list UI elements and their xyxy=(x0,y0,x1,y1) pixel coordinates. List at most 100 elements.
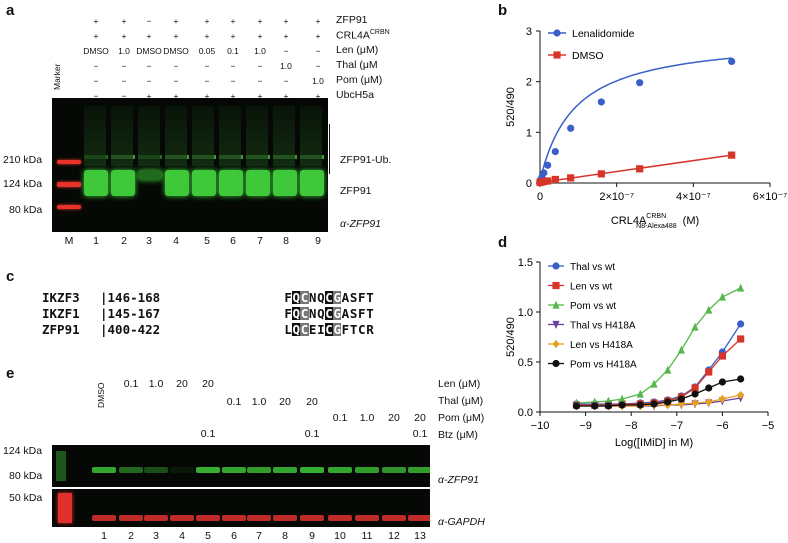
a-cond-cell: + xyxy=(204,91,210,101)
residue: C xyxy=(324,322,334,337)
a-lane-label: 4 xyxy=(173,235,179,247)
e-lane-label: 5 xyxy=(205,530,211,542)
residue: L xyxy=(284,322,292,337)
d-point xyxy=(737,283,745,292)
a-lane-label: 3 xyxy=(146,235,152,247)
e-thal-val: 20 xyxy=(279,396,291,408)
panel-b-label: b xyxy=(498,2,508,19)
a-cond-cell: − xyxy=(121,61,127,71)
a-cond-cell: DMSO xyxy=(163,46,189,56)
a-cond-cell: − xyxy=(257,76,263,86)
a-cond-cell: − xyxy=(230,76,236,86)
residue: F xyxy=(358,306,366,321)
chart-b: 0 1 2 3 0 2×10⁻⁷ 4×10⁻⁷ 6×10⁻⁷ 520/490 CRL4ACRBN N… xyxy=(505,26,787,230)
d-point xyxy=(664,398,672,406)
a-cond-cell: − xyxy=(93,76,99,86)
residue: F xyxy=(341,322,350,337)
panel-a-label: a xyxy=(6,2,15,19)
e-row-label: Pom (μM) xyxy=(438,412,485,424)
e-btz-val: 0.1 xyxy=(412,428,428,440)
a-cond-cell: − xyxy=(204,61,210,71)
d-point xyxy=(618,394,626,403)
a-cond-cell: + xyxy=(257,16,263,26)
d-point xyxy=(677,395,685,403)
residue: F xyxy=(358,290,366,305)
e-lane-label: 6 xyxy=(231,530,237,542)
e-thal-val: 0.1 xyxy=(226,396,242,408)
e-lane-label: 13 xyxy=(414,530,426,542)
a-cond-cell: + xyxy=(146,91,152,101)
d-point xyxy=(572,402,581,410)
a-cond-cell: − xyxy=(173,76,179,86)
b-point xyxy=(636,165,644,173)
b-point xyxy=(544,177,552,185)
residue: C xyxy=(324,290,334,305)
b-y-tick-label: 0 xyxy=(526,178,532,190)
a-cond-cell: 1.0 xyxy=(312,76,324,86)
a-lane-label: 1 xyxy=(93,235,99,247)
e-thal-val: 20 xyxy=(306,396,318,408)
d-legend-marker xyxy=(552,262,560,270)
a-cond-cell: + xyxy=(315,91,321,101)
seq-residues: LQCEICGFTCR xyxy=(284,322,374,337)
b-y-tick-label: 3 xyxy=(526,26,532,38)
a-row-label: Len (μM) xyxy=(336,44,379,56)
b-x-tick-label: 2×10⁻⁷ xyxy=(599,191,634,203)
d-point xyxy=(737,390,745,400)
d-point xyxy=(718,352,726,360)
e-len-val: 20 xyxy=(202,378,214,390)
a-cond-cell: − xyxy=(315,46,321,56)
d-point xyxy=(591,402,599,410)
d-legend-marker xyxy=(552,339,560,349)
a-cond-cell: + xyxy=(315,31,321,41)
residue: S xyxy=(349,306,358,321)
zfp91-ub-label: ZFP91-Ub. xyxy=(340,154,392,166)
d-series-line xyxy=(576,287,741,404)
b-fit-lenalidomide xyxy=(539,57,732,181)
d-legend-marker xyxy=(552,320,560,329)
a-cond-cell: + xyxy=(93,16,99,26)
b-point xyxy=(544,161,552,169)
a-row-label: ZFP91 xyxy=(336,14,368,26)
b-y-tick-label: 1 xyxy=(526,127,532,139)
a-cond-cell: − xyxy=(173,61,179,71)
residue: G xyxy=(333,290,342,305)
a-cond-cell: − xyxy=(146,76,152,86)
d-x-tick-label: −8 xyxy=(625,420,638,432)
a-cond-cell: DMSO xyxy=(83,46,109,56)
a-cond-cell: + xyxy=(204,16,210,26)
e-thal-val: 1.0 xyxy=(251,396,267,408)
d-y-tick-label: 1.5 xyxy=(518,257,533,269)
a-cond-cell: 1.0 xyxy=(254,46,266,56)
e-lane-label: 8 xyxy=(282,530,288,542)
d-legend-marker xyxy=(552,281,560,290)
d-point xyxy=(650,400,658,408)
a-cond-cell: 1.0 xyxy=(118,46,130,56)
a-cond-cell: 1.0 xyxy=(280,61,292,71)
a-row-label: Pom (μM) xyxy=(336,74,383,86)
b-point xyxy=(597,170,605,178)
a-cond-cell: + xyxy=(121,16,127,26)
seq-range: |145-167 xyxy=(100,306,161,321)
residue: Q xyxy=(292,322,301,337)
seq-name: IKZF1 xyxy=(42,306,80,321)
a-cond-cell: + xyxy=(283,91,289,101)
b-legend-marker xyxy=(553,29,561,37)
d-legend-label: Len vs H418A xyxy=(570,340,633,351)
a-cond-cell: − xyxy=(121,91,127,101)
a-cond-cell: + xyxy=(257,91,263,101)
d-point xyxy=(718,292,726,301)
a-lane-label: 6 xyxy=(230,235,236,247)
residue: G xyxy=(333,306,342,321)
d-y-tick-label: 1.0 xyxy=(518,307,533,319)
d-x-tick-label: −5 xyxy=(762,420,775,432)
residue: G xyxy=(333,322,342,337)
b-legend-marker xyxy=(553,51,561,59)
d-point xyxy=(737,335,745,343)
a-cond-cell: + xyxy=(230,91,236,101)
e-mw-124: 124 kDa xyxy=(3,445,43,457)
residue: C xyxy=(358,322,366,337)
residue: Q xyxy=(292,290,301,305)
e-pom-val: 20 xyxy=(388,412,400,424)
chart-d: 0.0 0.5 1.0 1.5 −10 −9 −8 −7 −6 −5 520/490 Log([IMi… xyxy=(505,257,775,449)
